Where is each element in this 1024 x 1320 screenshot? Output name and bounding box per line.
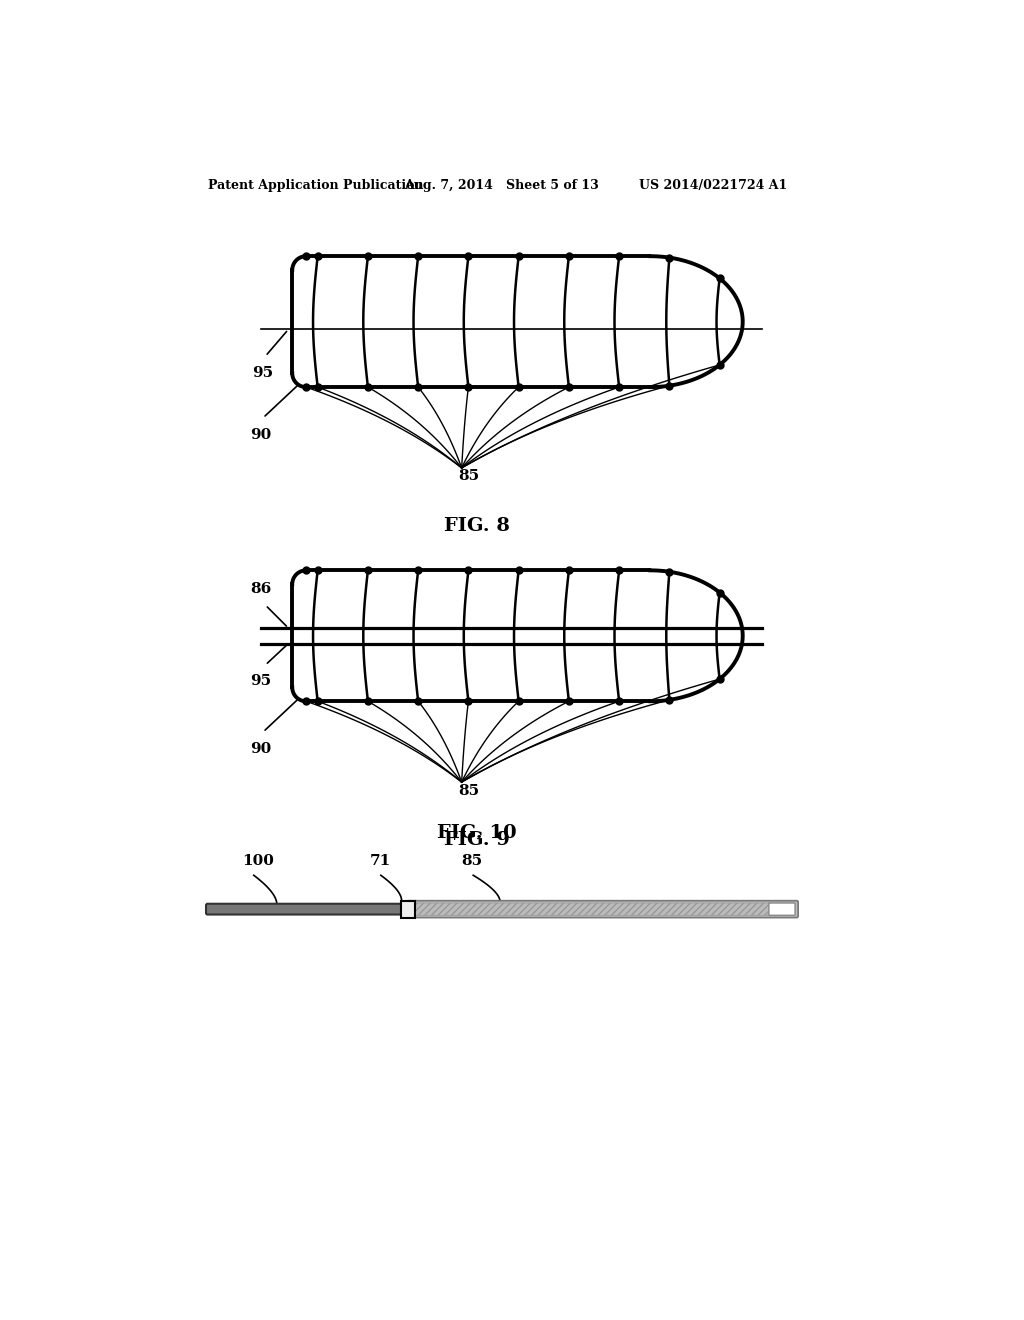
Text: FIG. 9: FIG. 9 <box>444 830 510 849</box>
Text: 85: 85 <box>458 470 479 483</box>
Text: 90: 90 <box>250 742 271 756</box>
FancyBboxPatch shape <box>206 904 410 915</box>
FancyBboxPatch shape <box>400 900 415 917</box>
Text: Patent Application Publication: Patent Application Publication <box>208 180 423 193</box>
Text: Aug. 7, 2014   Sheet 5 of 13: Aug. 7, 2014 Sheet 5 of 13 <box>403 180 599 193</box>
FancyBboxPatch shape <box>407 900 798 917</box>
Text: 85: 85 <box>458 784 479 797</box>
Text: FIG. 10: FIG. 10 <box>437 824 517 842</box>
Text: 100: 100 <box>243 854 274 869</box>
Text: 95: 95 <box>252 367 273 380</box>
Text: 95: 95 <box>250 675 271 688</box>
FancyBboxPatch shape <box>769 903 795 915</box>
Text: FIG. 8: FIG. 8 <box>444 516 510 535</box>
Text: 90: 90 <box>250 428 271 442</box>
Text: 85: 85 <box>462 854 482 869</box>
Text: 71: 71 <box>370 854 390 869</box>
Text: US 2014/0221724 A1: US 2014/0221724 A1 <box>639 180 787 193</box>
Text: 86: 86 <box>250 582 271 595</box>
